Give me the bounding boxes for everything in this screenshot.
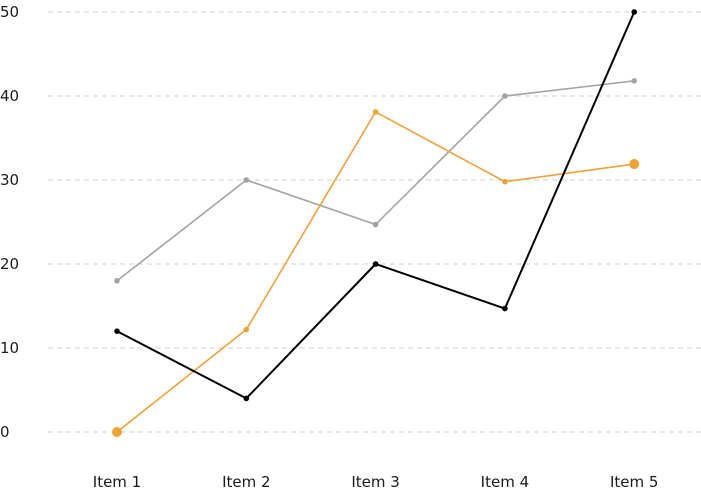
data-point bbox=[372, 109, 379, 115]
data-point bbox=[372, 221, 379, 228]
data-point bbox=[114, 278, 120, 284]
x-tick-label: Item 2 bbox=[222, 473, 270, 491]
y-tick-label: 0 bbox=[0, 423, 10, 441]
y-axis-ticks: 0 10 20 30 40 50 bbox=[0, 3, 19, 441]
data-point bbox=[629, 159, 640, 170]
series-points bbox=[112, 9, 640, 437]
x-tick-label: Item 5 bbox=[610, 473, 658, 491]
data-point bbox=[631, 9, 637, 15]
data-point bbox=[372, 261, 379, 267]
y-tick-label: 30 bbox=[0, 171, 19, 189]
data-point bbox=[243, 395, 250, 402]
data-point bbox=[502, 178, 508, 185]
data-point bbox=[112, 427, 122, 437]
x-tick-label: Item 1 bbox=[93, 473, 141, 491]
data-point bbox=[243, 326, 250, 333]
series-line bbox=[116, 111, 635, 433]
x-axis-ticks: Item 1 Item 2 Item 3 Item 4 Item 5 bbox=[93, 473, 659, 491]
data-point bbox=[502, 93, 508, 99]
y-tick-label: 50 bbox=[0, 3, 19, 21]
data-point bbox=[631, 78, 637, 84]
data-point bbox=[114, 328, 120, 335]
data-point bbox=[243, 177, 250, 183]
series-line bbox=[116, 11, 636, 400]
y-tick-label: 10 bbox=[0, 339, 19, 357]
x-tick-label: Item 3 bbox=[351, 473, 399, 491]
x-tick-label: Item 4 bbox=[481, 473, 529, 491]
y-tick-label: 40 bbox=[0, 87, 19, 105]
y-tick-label: 20 bbox=[0, 255, 19, 273]
data-point bbox=[502, 305, 508, 312]
